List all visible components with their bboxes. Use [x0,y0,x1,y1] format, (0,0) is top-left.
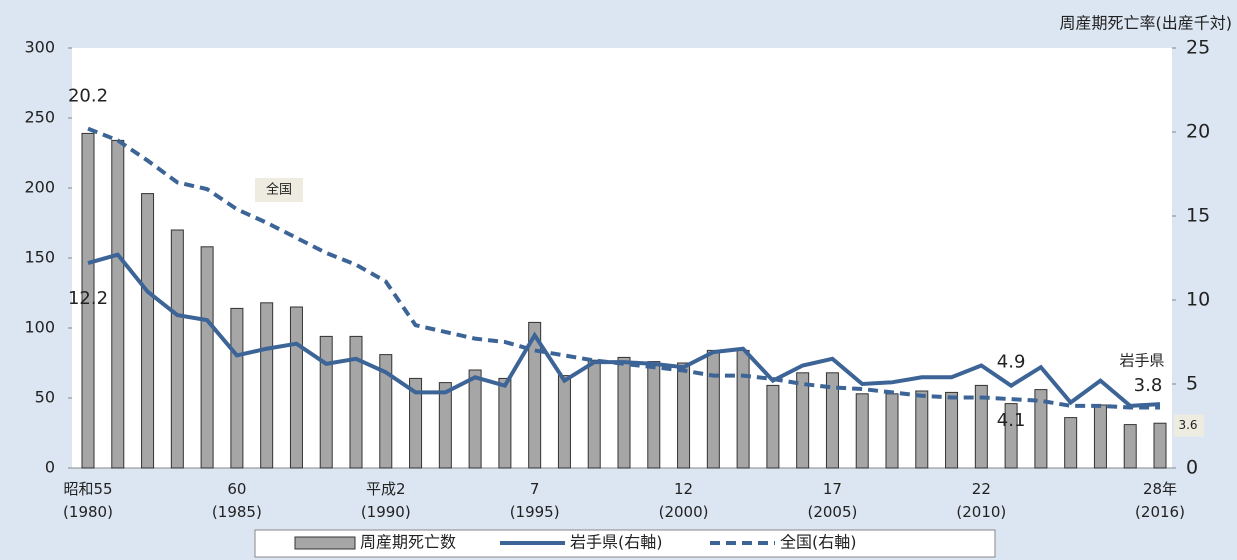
bar [170,229,184,469]
x-tick-label: 22 (2010) [956,480,1007,521]
data-label: 3.8 [1134,375,1163,396]
bar [111,139,125,469]
bar [706,349,720,469]
y2-tick-label: 5 [1186,373,1198,395]
bar [260,302,274,469]
legend-label: 全国(右軸) [780,533,857,552]
y2-tick-label: 25 [1186,37,1210,59]
bar [1153,422,1167,469]
y-tick-label: 0 [45,458,55,477]
bar [200,246,214,469]
y2-title: 周産期死亡率(出産千対) [1060,14,1233,33]
bar [409,377,423,469]
bar [736,349,750,469]
bar [349,335,363,469]
bar [945,391,959,469]
bar [1064,417,1078,469]
y-tick-label: 250 [24,108,55,127]
data-label: 3.6 [1178,418,1197,432]
bar [915,390,929,469]
y-tick-label: 300 [24,38,55,57]
legend-label: 岩手県(右軸) [570,533,663,552]
y-tick-label: 150 [24,248,55,267]
bar [557,375,571,469]
x-tick-label: 平成2 (1990) [360,480,411,521]
label-box [255,178,303,202]
line [87,126,1160,410]
line [87,252,1161,408]
bar [647,361,661,469]
annotation: 岩手県 [1119,352,1164,370]
bar [81,132,95,469]
x-tick-label: 28年 (2016) [1135,480,1185,521]
bar [885,393,899,469]
bar [379,354,393,469]
y-tick-label: 100 [24,318,55,337]
label-box [1174,414,1204,437]
bar [587,359,601,469]
bar [468,369,482,469]
data-label: 4.9 [997,352,1026,373]
bar [617,356,631,469]
bar [498,377,512,469]
x-tick-label: 7 (1995) [509,480,560,521]
x-tick-label: 60 (1985) [211,480,262,521]
annotation: 全国 [266,182,292,198]
x-tick-label: 17 (2005) [807,480,858,521]
bar [766,384,780,469]
x-tick-label: 12 (2000) [658,480,709,521]
data-label: 20.2 [68,86,108,107]
bar [319,335,333,469]
bar [1034,389,1048,469]
bar [438,382,452,469]
bar [528,321,542,469]
bar [289,306,303,469]
y-tick-label: 200 [24,178,55,197]
bar [974,384,988,469]
legend-swatch [294,536,356,550]
bar [677,362,691,469]
bar [855,393,869,469]
bar [1093,404,1107,469]
bar [825,372,839,469]
y2-tick-label: 20 [1186,121,1210,143]
y2-tick-label: 0 [1186,457,1198,479]
y-tick-label: 50 [35,388,55,407]
y2-tick-label: 10 [1186,289,1210,311]
data-label: 4.1 [997,410,1026,431]
legend [254,529,996,558]
legend-label: 周産期死亡数 [360,533,456,552]
x-tick-label: 昭和55 (1980) [63,480,113,521]
bar [1123,424,1137,469]
bar [141,193,155,469]
bar [230,307,244,469]
bar [796,372,810,469]
data-label: 12.2 [68,288,108,309]
bar [1004,403,1018,469]
y2-tick-label: 15 [1186,205,1210,227]
